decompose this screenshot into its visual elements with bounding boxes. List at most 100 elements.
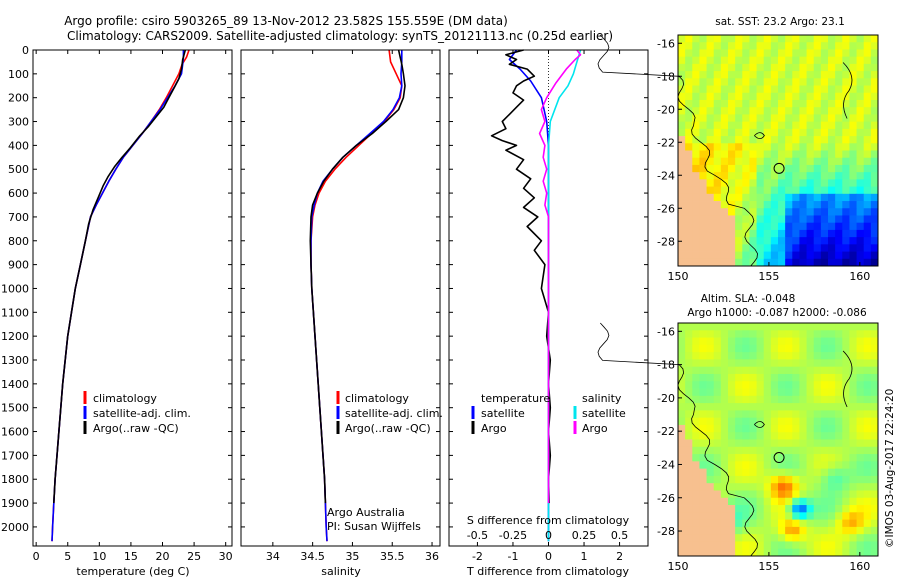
map-cell	[792, 330, 800, 338]
x-tick-label: 10	[92, 550, 106, 563]
map-cell	[728, 237, 736, 245]
map-cell	[778, 323, 786, 331]
map-cell	[720, 157, 729, 166]
map-cell	[770, 403, 779, 411]
map-cell	[870, 534, 879, 542]
map-cell	[735, 121, 743, 130]
map-cell	[720, 229, 729, 238]
map-cell	[792, 432, 800, 440]
map-cell	[778, 136, 786, 144]
map-cell	[792, 541, 800, 550]
map-cell	[735, 49, 743, 58]
map-cell	[685, 42, 693, 50]
map-cell	[735, 475, 743, 484]
map-cell	[678, 49, 686, 58]
map-cell	[792, 99, 800, 108]
map-cell	[799, 49, 807, 58]
map-cell	[842, 71, 850, 79]
map-cell	[813, 337, 822, 346]
map-cell	[842, 512, 850, 520]
map-cell	[770, 541, 779, 550]
map-cell	[756, 150, 765, 159]
map-cell	[842, 461, 850, 470]
y-tick-label: 1600	[1, 426, 29, 439]
map-cell	[842, 121, 850, 130]
map-cell	[792, 439, 800, 448]
map-cell	[763, 193, 772, 202]
map-cell	[792, 381, 800, 389]
series-line-salinity-satellite	[547, 49, 582, 542]
map-cell	[863, 193, 872, 202]
map-cell	[699, 410, 707, 419]
map-cell	[735, 359, 743, 368]
map-cell	[820, 157, 829, 166]
map-cell	[813, 475, 822, 484]
map-cell	[856, 548, 865, 557]
map-cell	[863, 172, 872, 180]
map-cell	[763, 490, 772, 499]
map-cell	[863, 526, 872, 535]
map-cell	[870, 373, 879, 382]
map-cell	[692, 157, 700, 166]
map-cell	[785, 439, 793, 448]
map-cell	[699, 215, 707, 224]
map-cell	[763, 366, 772, 375]
map-cell	[742, 92, 750, 101]
map-cell	[870, 417, 879, 426]
map-cell	[678, 497, 686, 506]
map-cell	[735, 56, 743, 65]
map-cell	[792, 526, 800, 535]
map-cell	[856, 519, 865, 528]
map-cell	[749, 237, 757, 245]
legend-label-satellite: satellite-adj. clim.	[345, 407, 443, 420]
map-cell	[842, 446, 850, 455]
map-cell	[678, 381, 686, 389]
map-cell	[785, 193, 793, 202]
map-cell	[763, 107, 772, 115]
map-cell	[770, 468, 779, 477]
map-cell	[742, 128, 750, 137]
map-cell	[778, 121, 786, 130]
map-cell	[678, 446, 686, 455]
map-y-tick-label: -16	[657, 37, 675, 50]
map-cell	[756, 505, 765, 513]
map-cell	[842, 56, 850, 65]
map-cell	[842, 143, 850, 151]
map-cell	[713, 128, 722, 137]
map-cell	[728, 164, 736, 173]
map-cell	[849, 136, 857, 144]
map-cell	[835, 49, 843, 58]
map-cell	[835, 229, 843, 238]
map-cell	[749, 179, 757, 187]
map-cell	[728, 179, 736, 187]
map-cell	[742, 446, 750, 455]
map-cell	[820, 56, 829, 65]
map-cell	[685, 323, 693, 331]
map-cell	[713, 157, 722, 166]
map-cell	[742, 215, 750, 224]
map-cell	[785, 56, 793, 65]
map-cell	[756, 490, 765, 499]
map-cell	[835, 475, 843, 484]
map-cell	[735, 468, 743, 477]
map-cell	[678, 505, 686, 513]
map-cell	[806, 395, 815, 404]
map-cell	[806, 541, 815, 550]
map-cell	[720, 56, 729, 65]
map-cell	[778, 439, 786, 448]
map-cell	[828, 222, 836, 231]
map-cell	[835, 71, 843, 79]
map-cell	[728, 352, 736, 360]
map-cell	[806, 229, 815, 238]
map-cell	[799, 164, 807, 173]
map-cell	[785, 244, 793, 252]
map-cell	[792, 548, 800, 557]
map-cell	[735, 237, 743, 245]
map-cell	[699, 85, 707, 94]
map-cell	[706, 475, 715, 484]
map-cell	[692, 150, 700, 159]
x-tick-label: 30	[219, 550, 233, 563]
map-cell	[706, 92, 715, 101]
map-cell	[699, 534, 707, 542]
